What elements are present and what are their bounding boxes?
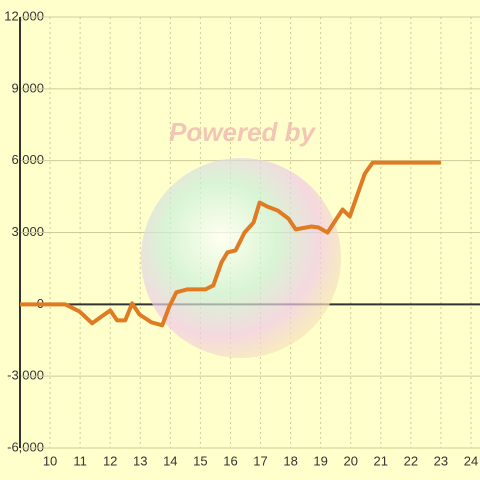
x-tick-label: 13 <box>133 453 147 468</box>
x-tick-label: 11 <box>73 453 87 468</box>
watermark-logo <box>141 158 341 358</box>
y-tick-label: -6,000 <box>7 439 44 454</box>
y-tick-label: 3,000 <box>11 224 44 239</box>
series-line <box>20 160 441 328</box>
x-tick-label: 21 <box>374 453 388 468</box>
x-tick-label: 12 <box>103 453 117 468</box>
y-tick-label: 6,000 <box>11 152 44 167</box>
x-tick-label: 24 <box>464 453 478 468</box>
x-tick-label: 23 <box>434 453 448 468</box>
x-tick-label: 20 <box>343 453 357 468</box>
x-tick-label: 15 <box>193 453 207 468</box>
x-tick-label: 10 <box>43 453 57 468</box>
x-tick-label: 22 <box>404 453 418 468</box>
x-tick-label: 17 <box>253 453 267 468</box>
y-tick-label: 12,000 <box>4 8 44 23</box>
watermark: Powered by <box>169 117 316 147</box>
y-tick-label: 9,000 <box>11 80 44 95</box>
x-tick-label: 19 <box>313 453 327 468</box>
x-tick-label: 18 <box>283 453 297 468</box>
y-tick-label: -3,000 <box>7 368 44 383</box>
x-tick-label: 16 <box>223 453 237 468</box>
x-tick-label: 14 <box>163 453 177 468</box>
